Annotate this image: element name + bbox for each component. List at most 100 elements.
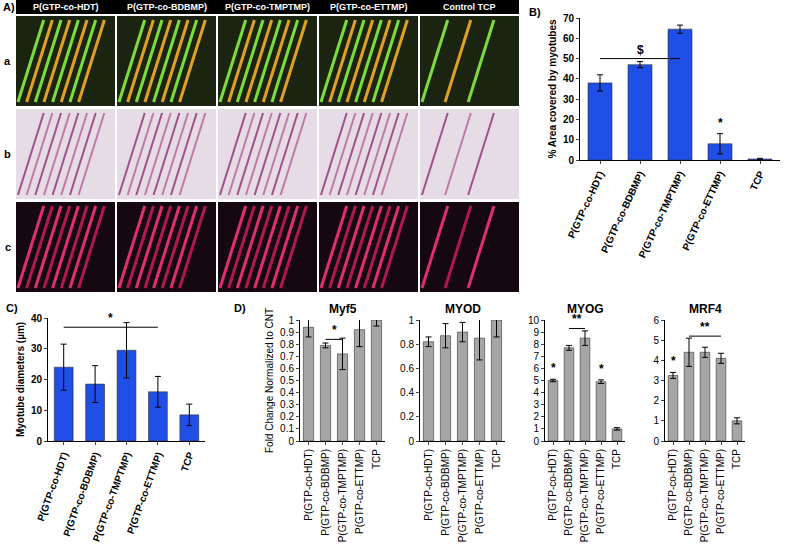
svg-text:*: *: [599, 362, 604, 376]
svg-text:P(GTP-co-BDBMP): P(GTP-co-BDBMP): [683, 449, 694, 536]
svg-text:P(GTP-co-HDT): P(GTP-co-HDT): [547, 449, 558, 521]
svg-text:0.6: 0.6: [400, 363, 414, 374]
svg-text:P(GTP-co-ETTMP): P(GTP-co-ETTMP): [680, 169, 726, 252]
svg-text:D): D): [234, 302, 246, 314]
svg-text:P(GTP-co-TMPTMP): P(GTP-co-TMPTMP): [699, 449, 710, 542]
svg-text:70: 70: [563, 13, 575, 24]
svg-text:P(GTP-co-ETTMP): P(GTP-co-ETTMP): [354, 449, 365, 534]
svg-text:6: 6: [653, 315, 659, 326]
svg-text:% Area covered by myotubes: % Area covered by myotubes: [547, 19, 558, 159]
svg-text:P(GTP-co-ETTMP): P(GTP-co-ETTMP): [715, 449, 726, 534]
svg-text:5: 5: [533, 375, 539, 386]
svg-text:8: 8: [533, 339, 539, 350]
svg-text:MYOD: MYOD: [445, 302, 481, 316]
svg-text:c: c: [5, 241, 11, 253]
svg-text:2: 2: [653, 395, 659, 406]
svg-text:*: *: [332, 323, 337, 337]
svg-text:$: $: [637, 43, 644, 57]
svg-text:P(GTP-co-BDBMP): P(GTP-co-BDBMP): [320, 449, 331, 536]
svg-text:P(GTP-co-HDT): P(GTP-co-HDT): [423, 449, 434, 521]
svg-text:10: 10: [528, 315, 540, 326]
svg-text:P(GTP-co-HDT): P(GTP-co-HDT): [303, 449, 314, 521]
svg-text:*: *: [671, 354, 676, 368]
svg-text:1: 1: [288, 315, 294, 326]
svg-text:Myf5: Myf5: [329, 302, 357, 316]
svg-text:b: b: [4, 148, 11, 160]
svg-text:4: 4: [653, 355, 659, 366]
svg-text:0.2: 0.2: [400, 411, 414, 422]
svg-text:P(GTP-co-TMPTMP): P(GTP-co-TMPTMP): [225, 2, 310, 12]
svg-text:20: 20: [563, 114, 575, 125]
svg-text:P(GTP-co-TMPTMP): P(GTP-co-TMPTMP): [457, 449, 468, 542]
svg-text:0.3: 0.3: [280, 399, 294, 410]
svg-text:P(GTP-co-BDBMP): P(GTP-co-BDBMP): [61, 451, 102, 538]
svg-text:30: 30: [563, 94, 575, 105]
svg-text:2: 2: [533, 411, 539, 422]
svg-text:0.9: 0.9: [280, 327, 294, 338]
svg-text:9: 9: [533, 327, 539, 338]
svg-text:P(GTP-co-BDBMP): P(GTP-co-BDBMP): [127, 2, 207, 12]
svg-text:0: 0: [568, 155, 574, 166]
svg-text:30: 30: [31, 343, 43, 354]
svg-text:P(GTP-co-HDT): P(GTP-co-HDT): [35, 451, 70, 523]
svg-text:P(GTP-co-BDBMP): P(GTP-co-BDBMP): [440, 449, 451, 536]
svg-text:P(GTP-co-HDT): P(GTP-co-HDT): [667, 449, 678, 521]
svg-text:P(GTP-co-HDT): P(GTP-co-HDT): [566, 169, 607, 240]
svg-text:0.6: 0.6: [280, 363, 294, 374]
svg-text:P(GTP-co-ETTMP): P(GTP-co-ETTMP): [474, 449, 485, 534]
svg-text:0.4: 0.4: [280, 387, 294, 398]
svg-text:TCP: TCP: [748, 169, 767, 192]
svg-text:3: 3: [653, 375, 659, 386]
svg-text:0.4: 0.4: [400, 387, 414, 398]
svg-text:P(GTP-co-TMPTMP): P(GTP-co-TMPTMP): [579, 449, 590, 542]
svg-text:0.1: 0.1: [280, 423, 294, 434]
svg-text:10: 10: [31, 405, 43, 416]
svg-text:Fold Change Normalized to CNT: Fold Change Normalized to CNT: [264, 308, 275, 453]
svg-text:0.7: 0.7: [280, 351, 294, 362]
svg-text:4: 4: [533, 387, 539, 398]
svg-text:7: 7: [533, 351, 539, 362]
svg-text:60: 60: [563, 33, 575, 44]
svg-text:6: 6: [533, 363, 539, 374]
svg-text:10: 10: [563, 134, 575, 145]
svg-text:TCP: TCP: [371, 449, 382, 469]
svg-text:P(GTP-co-ETTMP): P(GTP-co-ETTMP): [595, 449, 606, 534]
svg-text:0.2: 0.2: [280, 411, 294, 422]
svg-text:0: 0: [533, 436, 539, 447]
svg-text:P(GTP-co-BDBMP): P(GTP-co-BDBMP): [563, 449, 574, 536]
svg-text:MYOG: MYOG: [567, 302, 604, 316]
svg-text:C): C): [6, 302, 18, 314]
svg-text:MRF4: MRF4: [689, 302, 722, 316]
svg-text:0.5: 0.5: [280, 375, 294, 386]
svg-text:1: 1: [653, 415, 659, 426]
svg-text:**: **: [700, 320, 710, 334]
svg-text:a: a: [4, 55, 11, 67]
svg-text:0: 0: [288, 436, 294, 447]
svg-text:1: 1: [533, 423, 539, 434]
svg-text:*: *: [108, 311, 113, 325]
svg-text:TCP: TCP: [179, 450, 196, 473]
svg-text:50: 50: [563, 53, 575, 64]
svg-text:P(GTP-co-BDBMP): P(GTP-co-BDBMP): [599, 169, 647, 254]
svg-text:0: 0: [36, 436, 42, 447]
svg-text:**: **: [572, 312, 582, 326]
svg-text:P(GTP-co-TMPTMP): P(GTP-co-TMPTMP): [90, 451, 133, 544]
svg-text:P(GTP-co-ETTMP): P(GTP-co-ETTMP): [125, 451, 165, 536]
svg-text:0.8: 0.8: [400, 339, 414, 350]
svg-text:40: 40: [31, 313, 43, 324]
svg-text:B): B): [529, 6, 541, 18]
svg-text:Myotube diameters (µm): Myotube diameters (µm): [15, 322, 26, 437]
svg-text:Control TCP: Control TCP: [443, 2, 496, 12]
svg-text:0.8: 0.8: [280, 339, 294, 350]
svg-text:*: *: [551, 361, 556, 375]
svg-text:0: 0: [408, 436, 414, 447]
svg-text:P(GTP-co-TMPTMP): P(GTP-co-TMPTMP): [636, 169, 686, 259]
svg-text:0: 0: [653, 436, 659, 447]
svg-text:3: 3: [533, 399, 539, 410]
svg-text:P(GTP-co-ETTMP): P(GTP-co-ETTMP): [330, 2, 408, 12]
svg-text:P(GTP-co-HDT): P(GTP-co-HDT): [33, 2, 99, 12]
svg-text:1: 1: [408, 315, 414, 326]
svg-text:TCP: TCP: [491, 449, 502, 469]
svg-text:A): A): [3, 1, 15, 13]
svg-text:P(GTP-co-TMPTMP): P(GTP-co-TMPTMP): [337, 449, 348, 542]
